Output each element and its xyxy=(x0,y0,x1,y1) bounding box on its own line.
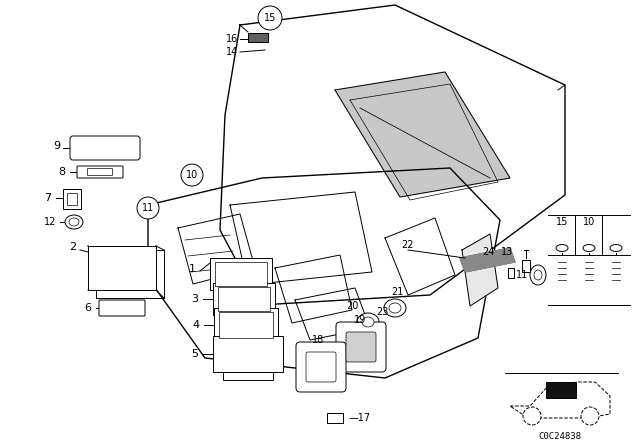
Bar xyxy=(213,283,275,315)
Text: 14: 14 xyxy=(226,47,238,57)
Text: 8: 8 xyxy=(58,167,65,177)
Ellipse shape xyxy=(556,245,568,251)
FancyBboxPatch shape xyxy=(99,300,145,316)
FancyBboxPatch shape xyxy=(77,166,123,178)
Text: 19: 19 xyxy=(354,315,366,325)
Circle shape xyxy=(523,407,541,425)
Ellipse shape xyxy=(65,215,83,229)
Text: 2: 2 xyxy=(69,242,77,252)
Polygon shape xyxy=(462,234,498,306)
Bar xyxy=(218,287,270,311)
FancyBboxPatch shape xyxy=(306,352,336,382)
Text: 10: 10 xyxy=(583,217,595,227)
Circle shape xyxy=(137,197,159,219)
Bar xyxy=(214,308,278,342)
Text: 1: 1 xyxy=(189,264,195,274)
Text: 7: 7 xyxy=(44,193,52,203)
Bar xyxy=(215,262,267,286)
Ellipse shape xyxy=(534,270,542,280)
FancyBboxPatch shape xyxy=(70,136,140,160)
Text: —17: —17 xyxy=(349,413,371,423)
Text: 23: 23 xyxy=(376,307,388,317)
Bar xyxy=(213,336,283,372)
Text: 6: 6 xyxy=(84,303,92,313)
FancyBboxPatch shape xyxy=(336,322,386,372)
Ellipse shape xyxy=(357,313,379,331)
Polygon shape xyxy=(460,248,515,272)
Ellipse shape xyxy=(384,299,406,317)
Text: 11: 11 xyxy=(516,270,528,280)
Ellipse shape xyxy=(610,245,622,251)
Bar xyxy=(63,189,81,209)
Bar xyxy=(67,193,77,205)
Bar xyxy=(88,246,156,290)
Text: 15: 15 xyxy=(556,217,568,227)
Text: C0C24838: C0C24838 xyxy=(538,431,582,440)
Text: 10: 10 xyxy=(186,170,198,180)
Bar xyxy=(210,258,272,290)
Bar xyxy=(327,413,343,423)
Ellipse shape xyxy=(530,265,546,285)
Bar xyxy=(219,312,273,338)
Ellipse shape xyxy=(69,218,79,226)
Text: 3: 3 xyxy=(191,294,198,304)
Polygon shape xyxy=(335,72,510,197)
Text: 18: 18 xyxy=(312,335,324,345)
Text: 15: 15 xyxy=(264,13,276,23)
FancyBboxPatch shape xyxy=(296,342,346,392)
Text: 22: 22 xyxy=(402,240,414,250)
Bar xyxy=(522,260,530,272)
Text: 4: 4 xyxy=(193,320,200,330)
Ellipse shape xyxy=(389,303,401,313)
Circle shape xyxy=(181,164,203,186)
Circle shape xyxy=(581,407,599,425)
Text: 16: 16 xyxy=(226,34,238,44)
Ellipse shape xyxy=(362,317,374,327)
Bar xyxy=(248,33,268,42)
Circle shape xyxy=(258,6,282,30)
Text: 24: 24 xyxy=(482,247,494,257)
Text: 11: 11 xyxy=(142,203,154,213)
Text: 12: 12 xyxy=(44,217,56,227)
FancyBboxPatch shape xyxy=(88,168,113,176)
Ellipse shape xyxy=(583,245,595,251)
Bar xyxy=(223,372,273,380)
FancyBboxPatch shape xyxy=(346,332,376,362)
Text: 9: 9 xyxy=(53,141,61,151)
Text: 21: 21 xyxy=(391,287,403,297)
Text: 20: 20 xyxy=(346,301,358,311)
Bar xyxy=(546,382,576,398)
Bar xyxy=(508,268,514,278)
Text: 13: 13 xyxy=(501,247,513,257)
Polygon shape xyxy=(230,192,372,285)
Text: 5: 5 xyxy=(191,349,198,359)
